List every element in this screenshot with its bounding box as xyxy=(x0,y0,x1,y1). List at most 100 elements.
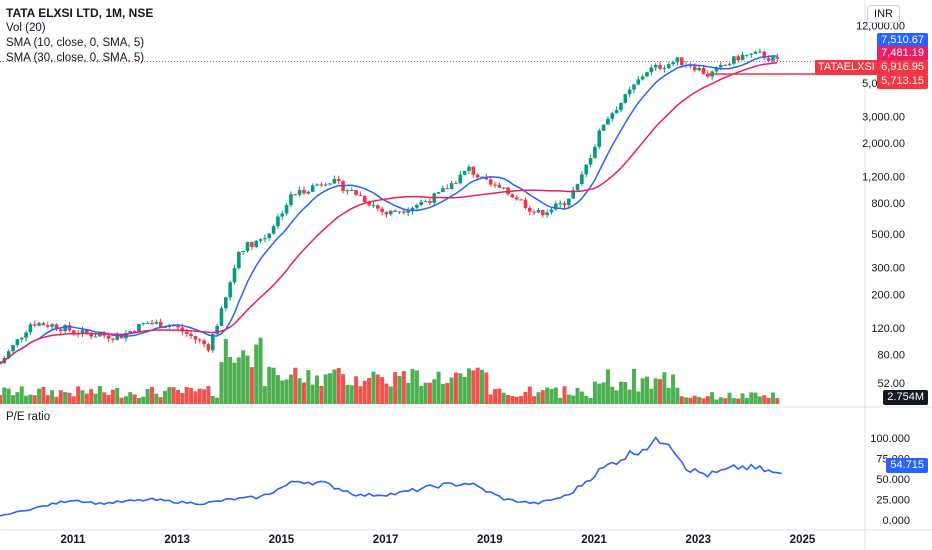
candle-body xyxy=(723,64,727,66)
candle-body xyxy=(150,322,154,324)
volume-bar xyxy=(775,398,780,404)
volume-bar xyxy=(158,397,163,404)
candle-body xyxy=(0,363,2,365)
candle-body xyxy=(106,335,111,339)
candle-body xyxy=(228,282,232,298)
volume-bar xyxy=(314,375,319,404)
candle-body xyxy=(232,268,237,283)
volume-bar xyxy=(6,388,11,404)
volume-bar xyxy=(384,383,389,404)
candle-body xyxy=(428,201,432,203)
volume-bar xyxy=(119,397,124,404)
candle-body xyxy=(745,54,749,56)
candle-body xyxy=(436,192,441,194)
candle-body xyxy=(15,339,20,346)
volume-bar xyxy=(666,387,671,404)
volume-bar xyxy=(254,344,259,404)
volume-bar xyxy=(2,387,7,404)
volume-bar xyxy=(579,391,584,404)
candle-body xyxy=(423,201,428,203)
volume-bar xyxy=(323,374,328,404)
candle-body xyxy=(128,331,133,334)
candle-body xyxy=(501,187,506,189)
candle-body xyxy=(610,113,615,119)
price-axis-label: 80.00 xyxy=(877,349,905,361)
candle-body xyxy=(54,324,59,330)
volume-bar xyxy=(397,375,402,404)
volume-bar xyxy=(258,337,263,404)
time-axis-label: 2023 xyxy=(685,534,711,546)
volume-bar xyxy=(410,368,415,404)
volume-bar xyxy=(697,397,702,404)
candle-body xyxy=(692,66,697,71)
candle-body xyxy=(202,340,206,345)
volume-bar xyxy=(497,388,502,404)
candle-body xyxy=(623,94,628,103)
volume-bar xyxy=(54,396,59,404)
candle-body xyxy=(597,130,602,147)
volume-bar xyxy=(102,392,107,404)
volume-bar xyxy=(24,395,29,404)
candle-body xyxy=(402,211,406,213)
candle-body xyxy=(37,323,41,326)
volume-bar xyxy=(610,386,615,404)
candle-body xyxy=(6,351,11,359)
candle-body xyxy=(701,67,706,75)
volume-bar xyxy=(236,357,241,404)
candle-body xyxy=(254,240,258,247)
volume-bar xyxy=(519,396,524,404)
candle-body xyxy=(11,345,15,352)
candle-body xyxy=(688,65,693,67)
sma30-line xyxy=(0,61,778,364)
candle-body xyxy=(510,194,515,198)
candle-body xyxy=(606,118,610,125)
volume-value-tag: 2.754M xyxy=(883,390,928,405)
candle-body xyxy=(601,124,606,131)
volume-bar xyxy=(106,394,111,404)
volume-bar xyxy=(562,386,567,404)
volume-bar xyxy=(688,397,693,404)
candle-body xyxy=(753,51,758,54)
volume-bar xyxy=(80,390,85,404)
pe-axis-label: 100.000 xyxy=(870,433,910,445)
volume-bar xyxy=(723,398,728,404)
time-axis-label: 2017 xyxy=(373,534,399,546)
volume-bar xyxy=(19,386,24,404)
volume-bar xyxy=(623,382,628,404)
candle-body xyxy=(358,195,363,197)
volume-bar xyxy=(480,369,485,404)
volume-bar xyxy=(523,391,528,404)
volume-bar xyxy=(614,390,619,404)
price-axis-label: 500.00 xyxy=(871,229,905,241)
candle-body xyxy=(619,102,623,111)
candle-body xyxy=(462,170,467,175)
candle-body xyxy=(593,146,597,159)
candle-body xyxy=(375,205,380,209)
volume-bar xyxy=(440,383,445,404)
volume-bar xyxy=(645,376,650,404)
volume-bar xyxy=(167,387,172,404)
candle-body xyxy=(141,322,146,325)
candle-body xyxy=(63,325,67,332)
volume-bar xyxy=(753,392,758,404)
candle-body xyxy=(571,190,575,199)
candle-body xyxy=(532,211,536,213)
volume-bar xyxy=(184,387,189,404)
volume-bar xyxy=(436,371,441,404)
volume-bar xyxy=(484,372,489,404)
candle-body xyxy=(719,64,723,68)
volume-bar xyxy=(206,386,211,404)
price-axis-label: 2,000.00 xyxy=(862,138,905,150)
volume-bar xyxy=(675,387,680,404)
volume-bar xyxy=(336,367,341,404)
candle-body xyxy=(45,325,50,327)
candle-body xyxy=(771,57,775,61)
volume-bar xyxy=(427,382,432,404)
currency-selector[interactable]: INR xyxy=(867,5,900,23)
candle-body xyxy=(58,329,63,332)
volume-bar xyxy=(275,375,280,404)
volume-bar xyxy=(362,380,367,404)
volume-bar xyxy=(575,387,580,404)
volume-bar xyxy=(301,382,306,404)
